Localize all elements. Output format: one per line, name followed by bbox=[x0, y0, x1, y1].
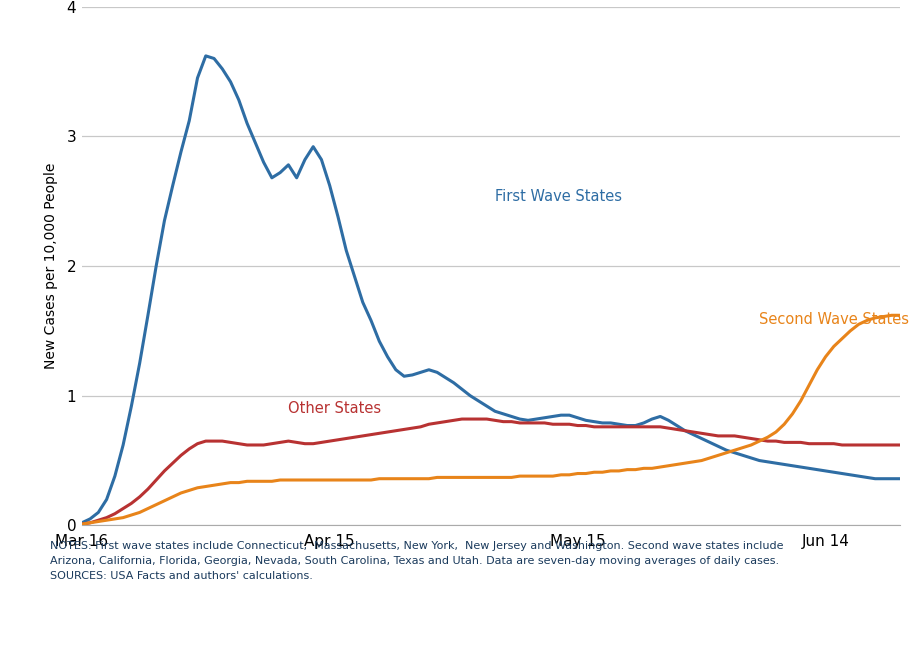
Text: NOTES: First wave states include Connecticut,  Massachusetts, New York,  New Jer: NOTES: First wave states include Connect… bbox=[50, 541, 784, 581]
Text: Federal Reserve Bank: Federal Reserve Bank bbox=[12, 634, 152, 647]
Text: Second Wave States: Second Wave States bbox=[759, 312, 909, 327]
Text: First Wave States: First Wave States bbox=[495, 189, 622, 204]
Text: Other States: Other States bbox=[288, 401, 382, 416]
Y-axis label: New Cases per 10,000 People: New Cases per 10,000 People bbox=[45, 163, 58, 369]
Text: St. Louis: St. Louis bbox=[141, 634, 198, 647]
Text: of: of bbox=[130, 634, 142, 647]
